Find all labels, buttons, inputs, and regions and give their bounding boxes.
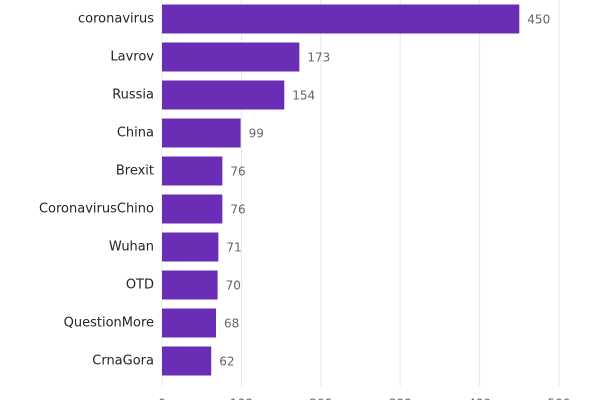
y-tick-label: QuestionMore [64,316,154,331]
y-tick-label: CrnaGora [92,354,154,369]
data-label: 76 [230,203,245,217]
x-tick-label: 0 [158,397,166,400]
y-tick-label: OTD [126,278,154,293]
bar [162,232,219,262]
y-tick-label: China [117,126,154,141]
x-tick-label: 500 [548,397,571,400]
data-label: 154 [292,89,315,103]
data-label: 62 [219,355,234,369]
y-tick-label: Lavrov [110,50,154,65]
x-tick-label: 400 [468,397,491,400]
data-label: 450 [527,13,550,27]
data-label: 76 [230,165,245,179]
bar [162,118,241,148]
bar [162,80,285,110]
bar [162,42,300,72]
x-tick-label: 200 [309,397,332,400]
bar [162,270,218,300]
data-label: 68 [224,317,239,331]
y-tick-label: CoronavirusChino [39,202,154,217]
y-tick-label: Wuhan [109,240,154,255]
data-label: 70 [226,279,241,293]
bar [162,156,223,186]
x-tick-label: 300 [389,397,412,400]
data-label: 173 [307,51,330,65]
x-tick-label: 100 [230,397,253,400]
y-tick-label: Russia [112,88,154,103]
bar [162,308,216,338]
bar [162,4,520,34]
bar [162,194,223,224]
data-label: 71 [226,241,241,255]
bar [162,346,212,376]
data-label: 99 [249,127,264,141]
y-tick-label: coronavirus [78,12,154,27]
y-tick-label: Brexit [116,164,154,179]
